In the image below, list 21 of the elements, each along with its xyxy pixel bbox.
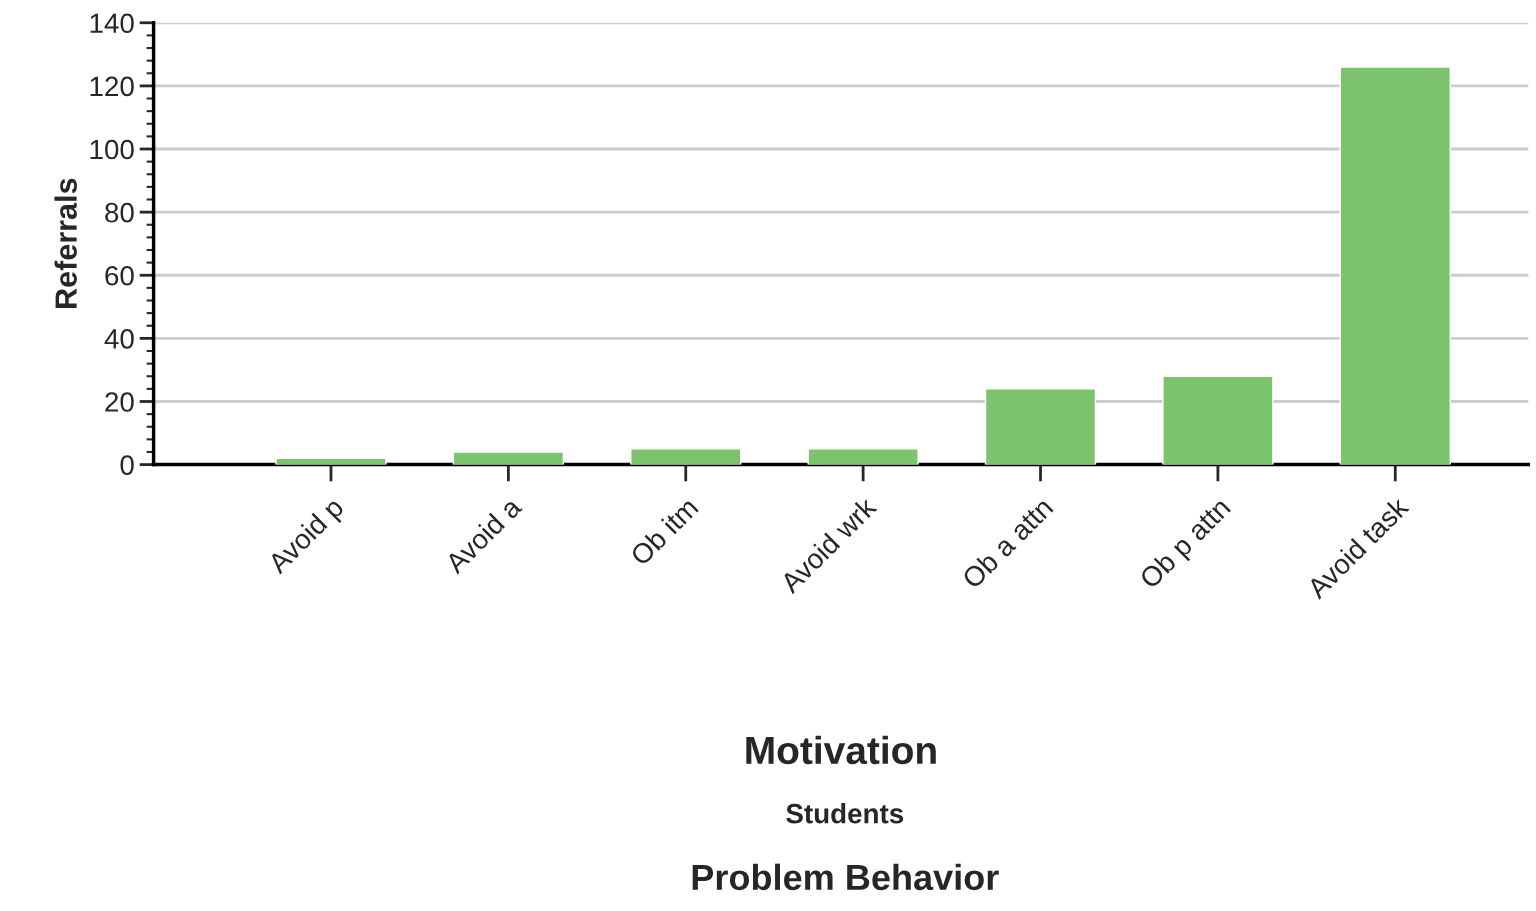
x-axis-title: Motivation — [746, 735, 936, 765]
text: Problem Behavior — [692, 863, 999, 891]
bar — [1162, 375, 1274, 465]
bar — [630, 448, 742, 465]
bar — [984, 388, 1097, 465]
y-tick-label: 0 — [120, 455, 134, 475]
y-tick-label: 140 — [90, 13, 134, 34]
x-tick-label: Ob p attn — [1138, 496, 1235, 594]
bar — [452, 451, 565, 465]
y-tick-label: 120 — [90, 76, 134, 97]
y-tick-label: 20 — [105, 392, 134, 412]
y-tick-label: 80 — [105, 202, 134, 223]
y-tick-label: 100 — [90, 139, 134, 160]
x-tick-label: Ob a attn — [960, 496, 1054, 590]
bar — [807, 448, 919, 465]
y-tick-label: 40 — [104, 329, 134, 349]
y-tick-label: 60 — [105, 265, 134, 286]
y-axis-title: Referrals — [54, 178, 77, 308]
text: Students — [786, 803, 904, 824]
bar — [1339, 66, 1451, 465]
x-tick-label: Ob itm — [628, 496, 699, 567]
